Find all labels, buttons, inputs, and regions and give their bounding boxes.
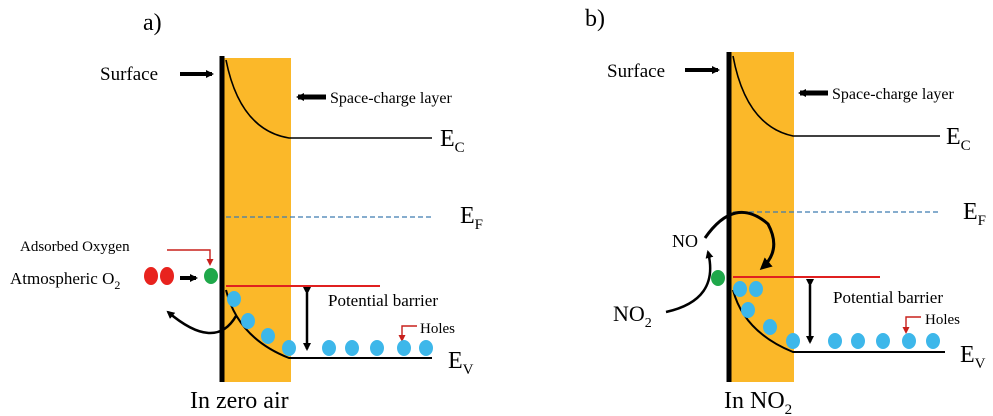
hole <box>370 340 384 356</box>
panel-b: b) Surface Space-charge layer EC EF EV P… <box>585 6 986 416</box>
surface-label: Surface <box>607 61 665 82</box>
space-charge-label: Space-charge layer <box>832 86 955 103</box>
space-charge-label: Space-charge layer <box>330 90 453 107</box>
holes-label: Holes <box>925 312 960 328</box>
hole <box>763 319 777 335</box>
holes-arrow <box>398 325 417 342</box>
panel-b-caption: In NO2 <box>724 388 792 416</box>
conduction-band <box>732 55 940 137</box>
atmospheric-o2-label: Atmospheric O2 <box>10 269 120 292</box>
hole <box>876 333 890 349</box>
hole <box>282 340 296 356</box>
holes-label: Holes <box>420 321 455 337</box>
hole <box>786 333 800 349</box>
atmospheric-oxygen-molecule <box>144 267 158 285</box>
hole <box>322 340 336 356</box>
adsorbed-oxygen-label: Adsorbed Oxygen <box>20 239 130 255</box>
no-desorption-arrow <box>703 210 776 271</box>
hole <box>902 333 916 349</box>
panel-b-tag: b) <box>585 6 605 32</box>
holes-arrow <box>902 316 921 334</box>
hole <box>419 340 433 356</box>
hole <box>741 302 755 318</box>
space-charge-region <box>729 52 794 382</box>
conduction-band <box>225 59 432 139</box>
hole <box>345 340 359 356</box>
no2-reaction-arrow <box>665 250 714 314</box>
hole <box>227 291 241 307</box>
hole-transfer-arrow <box>166 310 238 335</box>
valence-band <box>732 289 945 353</box>
hole <box>397 340 411 356</box>
panel-a-tag: a) <box>143 10 162 36</box>
barrier-label: Potential barrier <box>833 288 943 307</box>
hole <box>749 281 763 297</box>
ev-label: EV <box>448 348 474 378</box>
atmospheric-oxygen-molecule <box>160 267 174 285</box>
ef-label: EF <box>963 199 986 229</box>
ev-label: EV <box>960 342 986 372</box>
no-label: NO <box>672 231 698 251</box>
adsorbed-oxygen <box>711 270 725 286</box>
panel-a-caption: In zero air <box>190 388 289 414</box>
panel-a: a) Surface Space-charge layer EC EF EV P… <box>10 10 483 414</box>
ec-label: EC <box>946 124 971 154</box>
no2-label: NO2 <box>613 301 652 331</box>
hole <box>241 313 255 329</box>
surface-label: Surface <box>100 64 158 85</box>
hole <box>926 333 940 349</box>
adsorbed-oxygen-arrow <box>167 249 214 266</box>
ec-label: EC <box>440 126 465 156</box>
space-charge-region <box>224 58 291 382</box>
hole <box>261 328 275 344</box>
barrier-label: Potential barrier <box>328 291 438 310</box>
hole <box>828 333 842 349</box>
adsorbed-oxygen <box>204 268 218 284</box>
ef-label: EF <box>460 203 483 233</box>
hole <box>733 281 747 297</box>
hole <box>851 333 865 349</box>
